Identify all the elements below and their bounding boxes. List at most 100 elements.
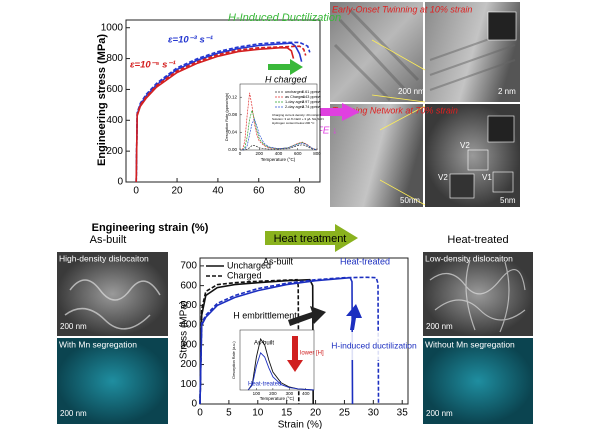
label-bg <box>344 332 404 360</box>
x-tick-label: 400 <box>302 391 310 396</box>
texture <box>429 259 526 333</box>
x-tick-label: 0 <box>239 151 242 156</box>
legend-label: Uncharged <box>227 260 271 270</box>
annotation: H-induced ductilization <box>331 340 417 350</box>
scale-bar: 5nm <box>500 196 516 205</box>
scale-bar: 200 nm <box>60 322 87 331</box>
panel-caption: Low-density dislocaiton <box>425 253 513 263</box>
y-tick-label: 0.08 <box>228 112 237 117</box>
y-tick-label: 400 <box>106 115 123 126</box>
series-label: Heat-treated <box>248 382 281 388</box>
x-axis-title: Strain (%) <box>278 420 322 429</box>
header: Heat-treated <box>447 234 508 246</box>
texture <box>64 279 161 330</box>
x-tick-label: 0 <box>197 408 203 419</box>
x-tick-label: 30 <box>368 408 380 419</box>
y-tick-label: 100 <box>180 379 197 390</box>
eds-map <box>423 338 533 424</box>
fft-inset <box>487 115 515 143</box>
x-tick-label: 20 <box>171 186 183 197</box>
panel-caption: With Mn segregation <box>59 339 137 349</box>
legend-value: 4.43 ppmw <box>302 95 321 99</box>
scale-bar: 2 nm <box>498 87 516 96</box>
x-tick-label: 25 <box>339 408 351 419</box>
black-arrow <box>288 306 326 326</box>
x-tick-label: 10 <box>252 408 264 419</box>
legend-value: 0.61 ppmw <box>302 90 321 94</box>
x-tick-label: 100 <box>253 391 261 396</box>
x-axis-title: Temperature (°C) <box>260 396 295 401</box>
x-tick-label: 35 <box>397 408 409 419</box>
legend-label: 2-day aged <box>285 105 304 109</box>
annotation: Heat-treated <box>340 256 390 266</box>
x-tick-label: 600 <box>294 151 302 156</box>
y-tick-label: 300 <box>180 339 197 350</box>
y-tick-label: 200 <box>180 359 197 370</box>
sfe-label: SFE ↓ <box>310 126 337 137</box>
box <box>492 171 514 193</box>
micrographs-bottom: High-density dislocaiton With Mn segrega… <box>57 252 533 424</box>
y-tick-label: 500 <box>180 300 197 311</box>
annotation: H embrittlement <box>233 310 297 320</box>
panel-caption: High-density dislocaiton <box>59 253 149 263</box>
green-arrow <box>265 224 358 252</box>
red-arrow <box>287 336 303 372</box>
x-tick-label: 300 <box>286 391 294 396</box>
scale-bar: 200 nm <box>60 409 87 418</box>
series-line <box>242 118 318 151</box>
plot-frame <box>239 83 318 151</box>
panel-caption: Twinning Network at 70% strain <box>332 105 458 115</box>
texture <box>333 8 420 102</box>
fft-inset <box>487 11 517 41</box>
header: As-built <box>90 234 127 246</box>
zoom-line <box>371 39 426 206</box>
sem-image <box>57 252 168 336</box>
legend-label: as Charged <box>285 95 305 99</box>
micrographs-top: Early-Onset Twinning at 10% strain Twinn… <box>330 2 520 207</box>
x-tick-label: 5 <box>226 408 232 419</box>
fft-inset <box>449 173 475 199</box>
x-tick-label: 0 <box>133 186 139 197</box>
legend-value: 2.74 ppmw <box>302 105 321 109</box>
series-line <box>199 278 314 405</box>
legend-value: 2.97 ppmw <box>302 100 321 104</box>
series-label: As-built <box>254 341 274 347</box>
overlay: H-Induced Ductilization ε=10⁻³ s⁻¹ ε=10⁻… <box>92 12 417 429</box>
annotation: As-built <box>263 256 294 266</box>
chart-title: H-Induced Ductilization <box>228 12 341 24</box>
note: Solution: 3 wt.% NaCl + 3 g/L NH₄SCN <box>272 117 324 121</box>
x-tick-label: 200 <box>255 151 263 156</box>
x-tick-label: 200 <box>269 391 277 396</box>
y-tick-label: 0.00 <box>228 147 237 152</box>
panel-caption: Early-Onset Twinning at 10% strain <box>332 4 472 14</box>
header: Heat treatment <box>274 233 347 245</box>
scale-bar: 50nm <box>400 196 420 205</box>
y-tick-label: 0 <box>191 399 197 410</box>
annotation: H charged <box>265 74 308 84</box>
series-line <box>135 41 311 183</box>
note: Charging current density: 20 mA/cm² <box>272 113 321 117</box>
annotation: lower [H] <box>300 351 324 357</box>
scale-bar: 200 nm <box>426 409 453 418</box>
y-tick-label: 200 <box>106 146 123 157</box>
panel-caption: Without Mn segregation <box>425 339 515 349</box>
tem-image <box>330 2 423 102</box>
x-axis-title: Temperature (°C) <box>261 157 296 162</box>
y-axis-title: Stress (MPa) <box>179 301 190 359</box>
vortex-label: V2 <box>438 173 448 182</box>
x-tick-label: 800 <box>313 151 321 156</box>
series-line <box>247 351 315 391</box>
chart: 100 200 300 400 Temperature (°C) Desorption R… <box>232 329 315 401</box>
y-axis-title: Desorption Rate (ppmw/min) <box>225 92 229 141</box>
scale-bar: 200 nm <box>398 87 425 96</box>
legend-label: 1-day aged <box>285 100 304 104</box>
x-tick-label: 400 <box>275 151 283 156</box>
x-tick-label: 80 <box>294 186 306 197</box>
series-line <box>199 278 300 405</box>
y-axis-title: Desorption Rate (a.u.) <box>232 341 236 379</box>
chart: 0 200 400 600 800 0.00 0.04 0.08 0.12 uncharged 0.… <box>225 83 324 162</box>
y-tick-label: 600 <box>106 84 123 95</box>
x-tick-label: 20 <box>310 408 322 419</box>
